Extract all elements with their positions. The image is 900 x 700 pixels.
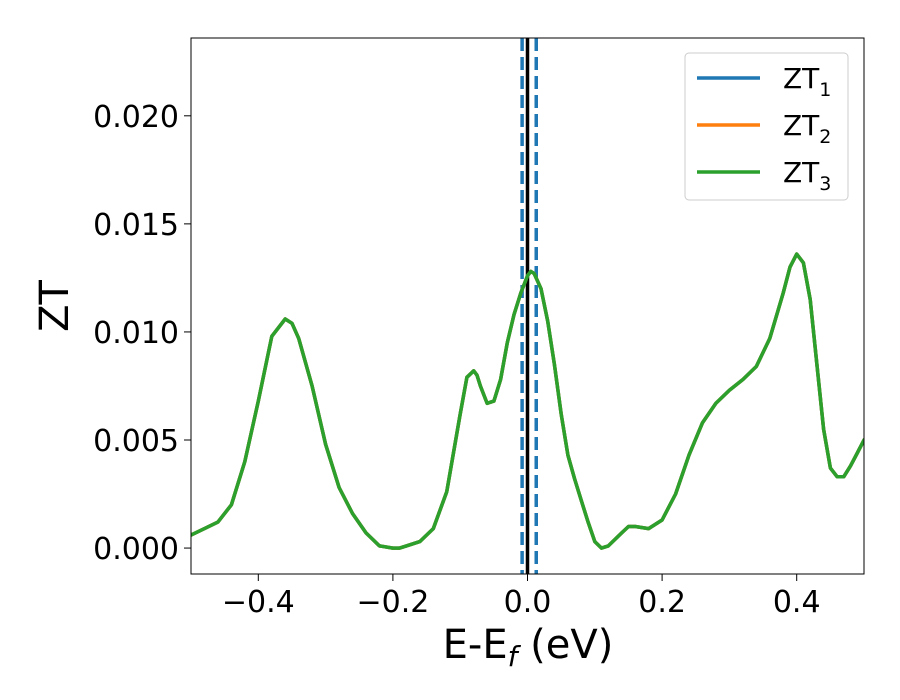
y-axis-label: ZT bbox=[32, 280, 78, 332]
x-tick-label: 0.4 bbox=[773, 585, 821, 620]
x-axis: −0.4 −0.2 0.0 0.2 0.4 bbox=[222, 574, 821, 620]
legend-label: ZT3 bbox=[783, 156, 831, 195]
x-tick-label: 0.0 bbox=[504, 585, 552, 620]
series-line-3 bbox=[191, 252, 864, 550]
reference-lines bbox=[520, 38, 538, 574]
legend-frame bbox=[684, 52, 849, 201]
x-axis-label: E-Ef (eV) bbox=[443, 622, 614, 673]
legend-label: ZT2 bbox=[783, 109, 831, 148]
x-tick-label: −0.4 bbox=[222, 585, 295, 620]
x-tick-label: 0.2 bbox=[638, 585, 686, 620]
legend: ZT1 ZT2 ZT3 bbox=[684, 52, 849, 201]
y-tick-label: 0.010 bbox=[93, 316, 179, 351]
y-tick-label: 0.020 bbox=[93, 100, 179, 135]
y-tick-label: 0.015 bbox=[93, 208, 179, 243]
y-tick-label: 0.000 bbox=[93, 532, 179, 567]
y-tick-label: 0.005 bbox=[93, 424, 179, 459]
legend-label: ZT1 bbox=[783, 62, 831, 101]
x-tick-label: −0.2 bbox=[356, 585, 429, 620]
y-axis: 0.000 0.005 0.010 0.015 0.020 bbox=[93, 100, 191, 567]
series-lines bbox=[191, 252, 864, 550]
